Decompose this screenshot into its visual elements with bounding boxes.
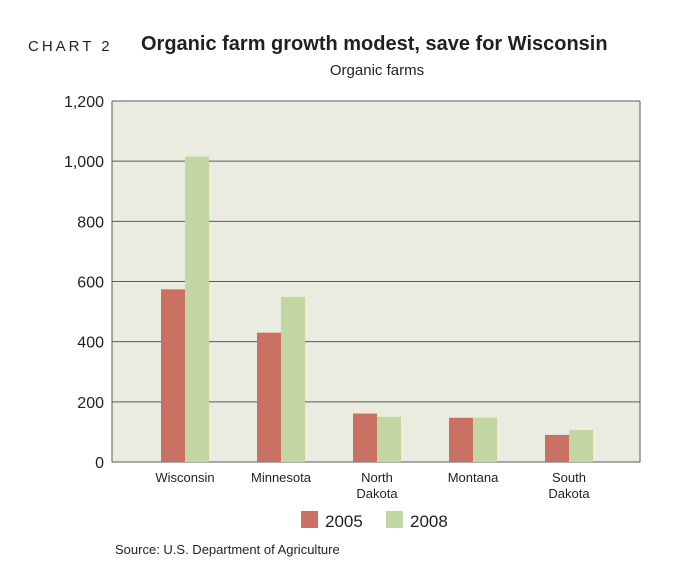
x-category-label: Wisconsin [155,470,214,485]
y-tick-label: 1,200 [64,94,104,111]
x-category-label: Montana [448,470,499,485]
bar-2005 [257,332,281,462]
y-tick-label: 0 [95,455,104,472]
legend-swatch-2008 [386,511,403,528]
x-category-label: South [552,470,586,485]
x-category-label: North [361,470,393,485]
bar-2005 [353,413,377,462]
chart-number-label: CHART 2 [28,38,113,55]
bar-2008 [281,297,305,462]
chart-subtitle: Organic farms [329,62,425,79]
y-tick-label: 1,000 [64,154,104,171]
x-category-label: Dakota [548,486,590,501]
bar-2005 [161,289,185,462]
y-tick-label: 400 [77,335,104,352]
legend-label-2005: 2005 [325,512,363,531]
y-tick-label: 200 [77,395,104,412]
chart-title: Organic farm growth modest, save for Wis… [141,33,608,55]
source-note: Source: U.S. Department of Agriculture [115,542,340,557]
x-category-label: Minnesota [251,470,312,485]
bar-2005 [449,417,473,462]
legend-swatch-2005 [301,511,318,528]
y-tick-label: 800 [77,214,104,231]
legend: 2005 2008 [301,511,448,531]
bars [161,156,593,462]
y-axis-ticks: 0 200 400 600 800 1,000 1,200 [64,94,104,472]
bar-2008 [473,417,497,462]
legend-label-2008: 2008 [410,512,448,531]
bar-2008 [569,430,593,462]
y-tick-label: 600 [77,275,104,292]
bar-2008 [377,416,401,462]
x-category-label: Dakota [356,486,398,501]
bar-2008 [185,156,209,462]
bar-2005 [545,434,569,462]
